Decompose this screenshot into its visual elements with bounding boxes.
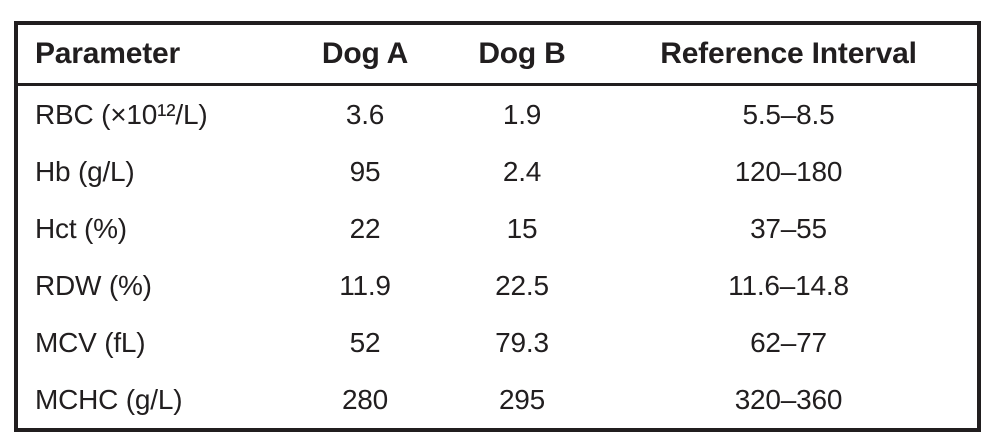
table-row: MCV (fL) 52 79.3 62–77 [16, 314, 979, 371]
hematology-results-table: Parameter Dog A Dog B Reference Interval… [14, 21, 981, 432]
reference-interval-cell: 62–77 [750, 326, 827, 358]
reference-interval-cell: 320–360 [734, 383, 843, 415]
table-row: RDW (%) 11.9 22.5 11.6–14.8 [16, 257, 979, 314]
column-header-parameter: Parameter [16, 23, 286, 86]
parameter-cell: MCHC (g/L) [35, 383, 183, 415]
table-row: Hb (g/L) 95 2.4 120–180 [16, 143, 979, 200]
column-header-dog-b: Dog B [444, 23, 600, 86]
table-row: Hct (%) 22 15 37–55 [16, 200, 979, 257]
column-header-reference-interval: Reference Interval [600, 23, 979, 86]
table-row: MCHC (g/L) 280 295 320–360 [16, 371, 979, 430]
dog-a-value-cell: 95 [349, 155, 381, 187]
dog-a-value-cell: 11.9 [339, 269, 391, 301]
table-row: RBC (×10¹²/L) 3.6 1.9 5.5–8.5 [16, 85, 979, 144]
dog-b-value-cell: 22.5 [495, 269, 549, 301]
dog-a-value-cell: 280 [341, 383, 389, 415]
dog-b-value-cell: 15 [506, 212, 538, 244]
reference-interval-cell: 5.5–8.5 [742, 98, 835, 130]
dog-b-value-cell: 1.9 [502, 98, 542, 130]
header-row: Parameter Dog A Dog B Reference Interval [16, 23, 979, 86]
parameter-cell: RBC (×10¹²/L) [35, 98, 208, 130]
parameter-cell: RDW (%) [35, 269, 152, 301]
column-header-dog-a: Dog A [286, 23, 444, 86]
dog-b-value-cell: 2.4 [502, 155, 542, 187]
parameter-cell: Hb (g/L) [35, 155, 135, 187]
dog-a-value-cell: 22 [349, 212, 381, 244]
parameter-cell: Hct (%) [35, 212, 127, 244]
reference-interval-cell: 120–180 [734, 155, 843, 187]
reference-interval-cell: 37–55 [750, 212, 827, 244]
dog-b-value-cell: 295 [498, 383, 546, 415]
dog-a-value-cell: 52 [349, 326, 381, 358]
dog-a-value-cell: 3.6 [345, 98, 385, 130]
parameter-cell: MCV (fL) [35, 326, 146, 358]
reference-interval-cell: 11.6–14.8 [728, 269, 849, 301]
dog-b-value-cell: 79.3 [495, 326, 549, 358]
